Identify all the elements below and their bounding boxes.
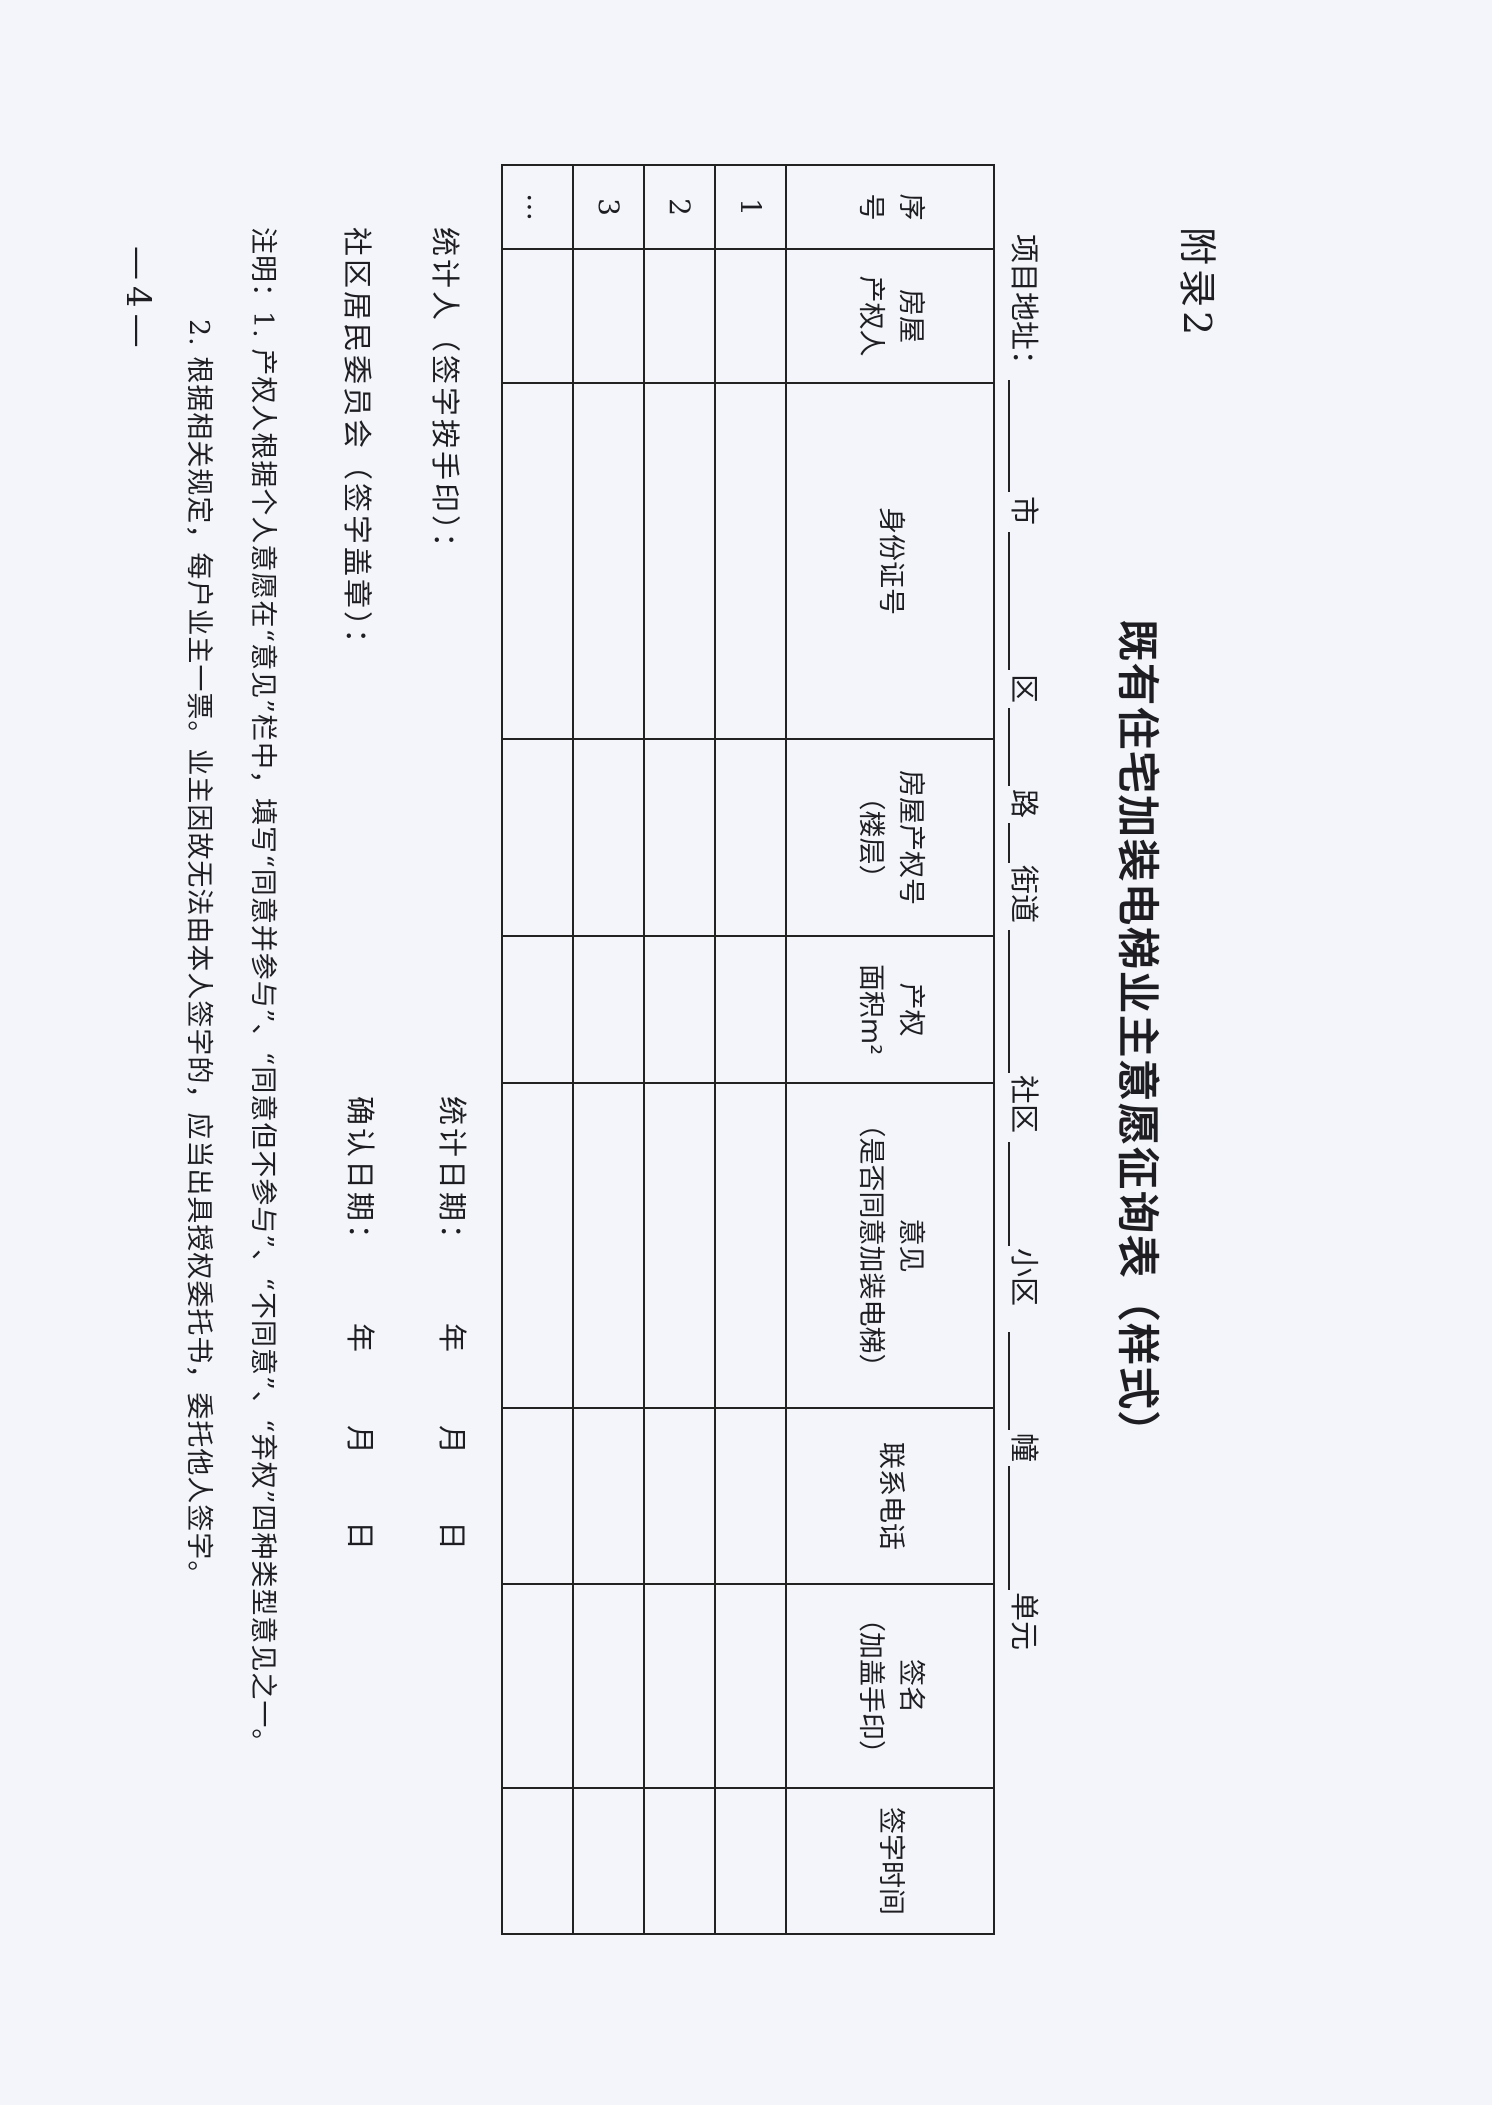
- table-cell-blank[interactable]: [644, 1584, 715, 1788]
- table-cell-blank[interactable]: [502, 383, 573, 739]
- address-unit: 单元: [1007, 1592, 1041, 1651]
- table-cell-blank[interactable]: [502, 936, 573, 1083]
- table-cell-blank[interactable]: [715, 383, 786, 739]
- page-number: —4—: [118, 246, 158, 354]
- row-index: 1: [715, 165, 786, 249]
- table-cell-blank[interactable]: [573, 1788, 644, 1934]
- confirm-date-year: 年: [343, 1323, 377, 1356]
- page-title: 既有住宅加装电梯业主意愿征询表（样式）: [1113, 619, 1162, 1456]
- table-row: 3: [573, 165, 644, 1934]
- table-cell-blank[interactable]: [502, 249, 573, 383]
- table-cell-blank[interactable]: [715, 249, 786, 383]
- table-cell-blank[interactable]: [573, 936, 644, 1083]
- table-cell-blank[interactable]: [644, 1788, 715, 1934]
- counter-signature-label: 统计人（签字按手印）：: [428, 227, 462, 565]
- table-cell-blank[interactable]: [573, 739, 644, 936]
- table-cell-blank[interactable]: [644, 739, 715, 936]
- address-estate: 小区: [1007, 1248, 1041, 1307]
- address-road: 路: [1007, 789, 1041, 819]
- table-cell-blank[interactable]: [502, 1788, 573, 1934]
- table-cell-blank[interactable]: [715, 1083, 786, 1408]
- table-cell-blank[interactable]: [573, 383, 644, 739]
- table-row: 1: [715, 165, 786, 1934]
- survey-table: 序 号 房屋 产权人 身份证号 房屋产权号 （楼层） 产权 面积m² 意见 （是…: [501, 164, 995, 1935]
- header-id-number: 身份证号: [786, 383, 994, 739]
- street-blank[interactable]: [1008, 823, 1010, 863]
- estate-blank[interactable]: [1008, 1142, 1010, 1246]
- note-line-1: 注明：1. 产权人根据个人意愿在“意见”栏中，填写“同意并参与”、“同意但不参与…: [247, 227, 278, 1757]
- table-cell-blank[interactable]: [644, 1083, 715, 1408]
- header-opinion: 意见 （是否同意加装电梯）: [786, 1083, 994, 1408]
- count-date-year: 年: [435, 1323, 469, 1356]
- district-blank[interactable]: [1008, 532, 1010, 670]
- count-date-label: 统计日期：: [435, 1096, 469, 1257]
- table-cell-blank[interactable]: [644, 936, 715, 1083]
- table-cell-blank[interactable]: [715, 739, 786, 936]
- road-blank[interactable]: [1008, 708, 1010, 786]
- table-row: …: [502, 165, 573, 1934]
- count-date-day: 日: [435, 1521, 469, 1554]
- table-cell-blank[interactable]: [715, 1408, 786, 1584]
- header-property-number: 房屋产权号 （楼层）: [786, 739, 994, 936]
- unit-blank[interactable]: [1008, 1466, 1010, 1590]
- table-cell-blank[interactable]: [715, 1788, 786, 1934]
- table-cell-blank[interactable]: [502, 1584, 573, 1788]
- table-cell-blank[interactable]: [502, 1408, 573, 1584]
- header-owner: 房屋 产权人: [786, 249, 994, 383]
- header-sign-time: 签字时间: [786, 1788, 994, 1934]
- address-district: 区: [1007, 674, 1041, 704]
- confirm-date-day: 日: [343, 1521, 377, 1554]
- committee-signature-label: 社区居民委员会（签字盖章）：: [340, 227, 374, 661]
- header-index: 序 号: [786, 165, 994, 249]
- table-cell-blank[interactable]: [715, 1584, 786, 1788]
- table-cell-blank[interactable]: [502, 739, 573, 936]
- table-header-row: 序 号 房屋 产权人 身份证号 房屋产权号 （楼层） 产权 面积m² 意见 （是…: [786, 165, 994, 1934]
- table-cell-blank[interactable]: [644, 383, 715, 739]
- community-blank[interactable]: [1008, 930, 1010, 1073]
- table-cell-blank[interactable]: [573, 249, 644, 383]
- row-index: 2: [644, 165, 715, 249]
- table-cell-blank[interactable]: [502, 1083, 573, 1408]
- count-date-month: 月: [435, 1425, 469, 1458]
- header-signature: 签名 （加盖手印）: [786, 1584, 994, 1788]
- row-index: …: [502, 165, 573, 249]
- address-street: 街道: [1007, 865, 1041, 924]
- confirm-date-month: 月: [343, 1425, 377, 1458]
- table-cell-blank[interactable]: [715, 936, 786, 1083]
- header-area: 产权 面积m²: [786, 936, 994, 1083]
- address-building: 幢: [1007, 1433, 1041, 1463]
- city-blank[interactable]: [1008, 380, 1010, 492]
- address-community: 社区: [1007, 1075, 1041, 1134]
- table-cell-blank[interactable]: [573, 1584, 644, 1788]
- address-label: 项目地址：: [1007, 234, 1041, 380]
- table-cell-blank[interactable]: [644, 1408, 715, 1584]
- row-index: 3: [573, 165, 644, 249]
- building-blank[interactable]: [1008, 1332, 1010, 1430]
- address-city: 市: [1007, 496, 1041, 526]
- confirm-date-label: 确认日期：: [343, 1096, 377, 1257]
- table-cell-blank[interactable]: [573, 1408, 644, 1584]
- table-cell-blank[interactable]: [573, 1083, 644, 1408]
- note-line-2: 2. 根据相关规定，每户业主一票。业主因故无法由本人签字的，应当出具授权委托书，…: [183, 319, 214, 1589]
- appendix-label: 附录2: [1175, 227, 1219, 340]
- table-row: 2: [644, 165, 715, 1934]
- table-cell-blank[interactable]: [644, 249, 715, 383]
- header-phone: 联系电话: [786, 1408, 994, 1584]
